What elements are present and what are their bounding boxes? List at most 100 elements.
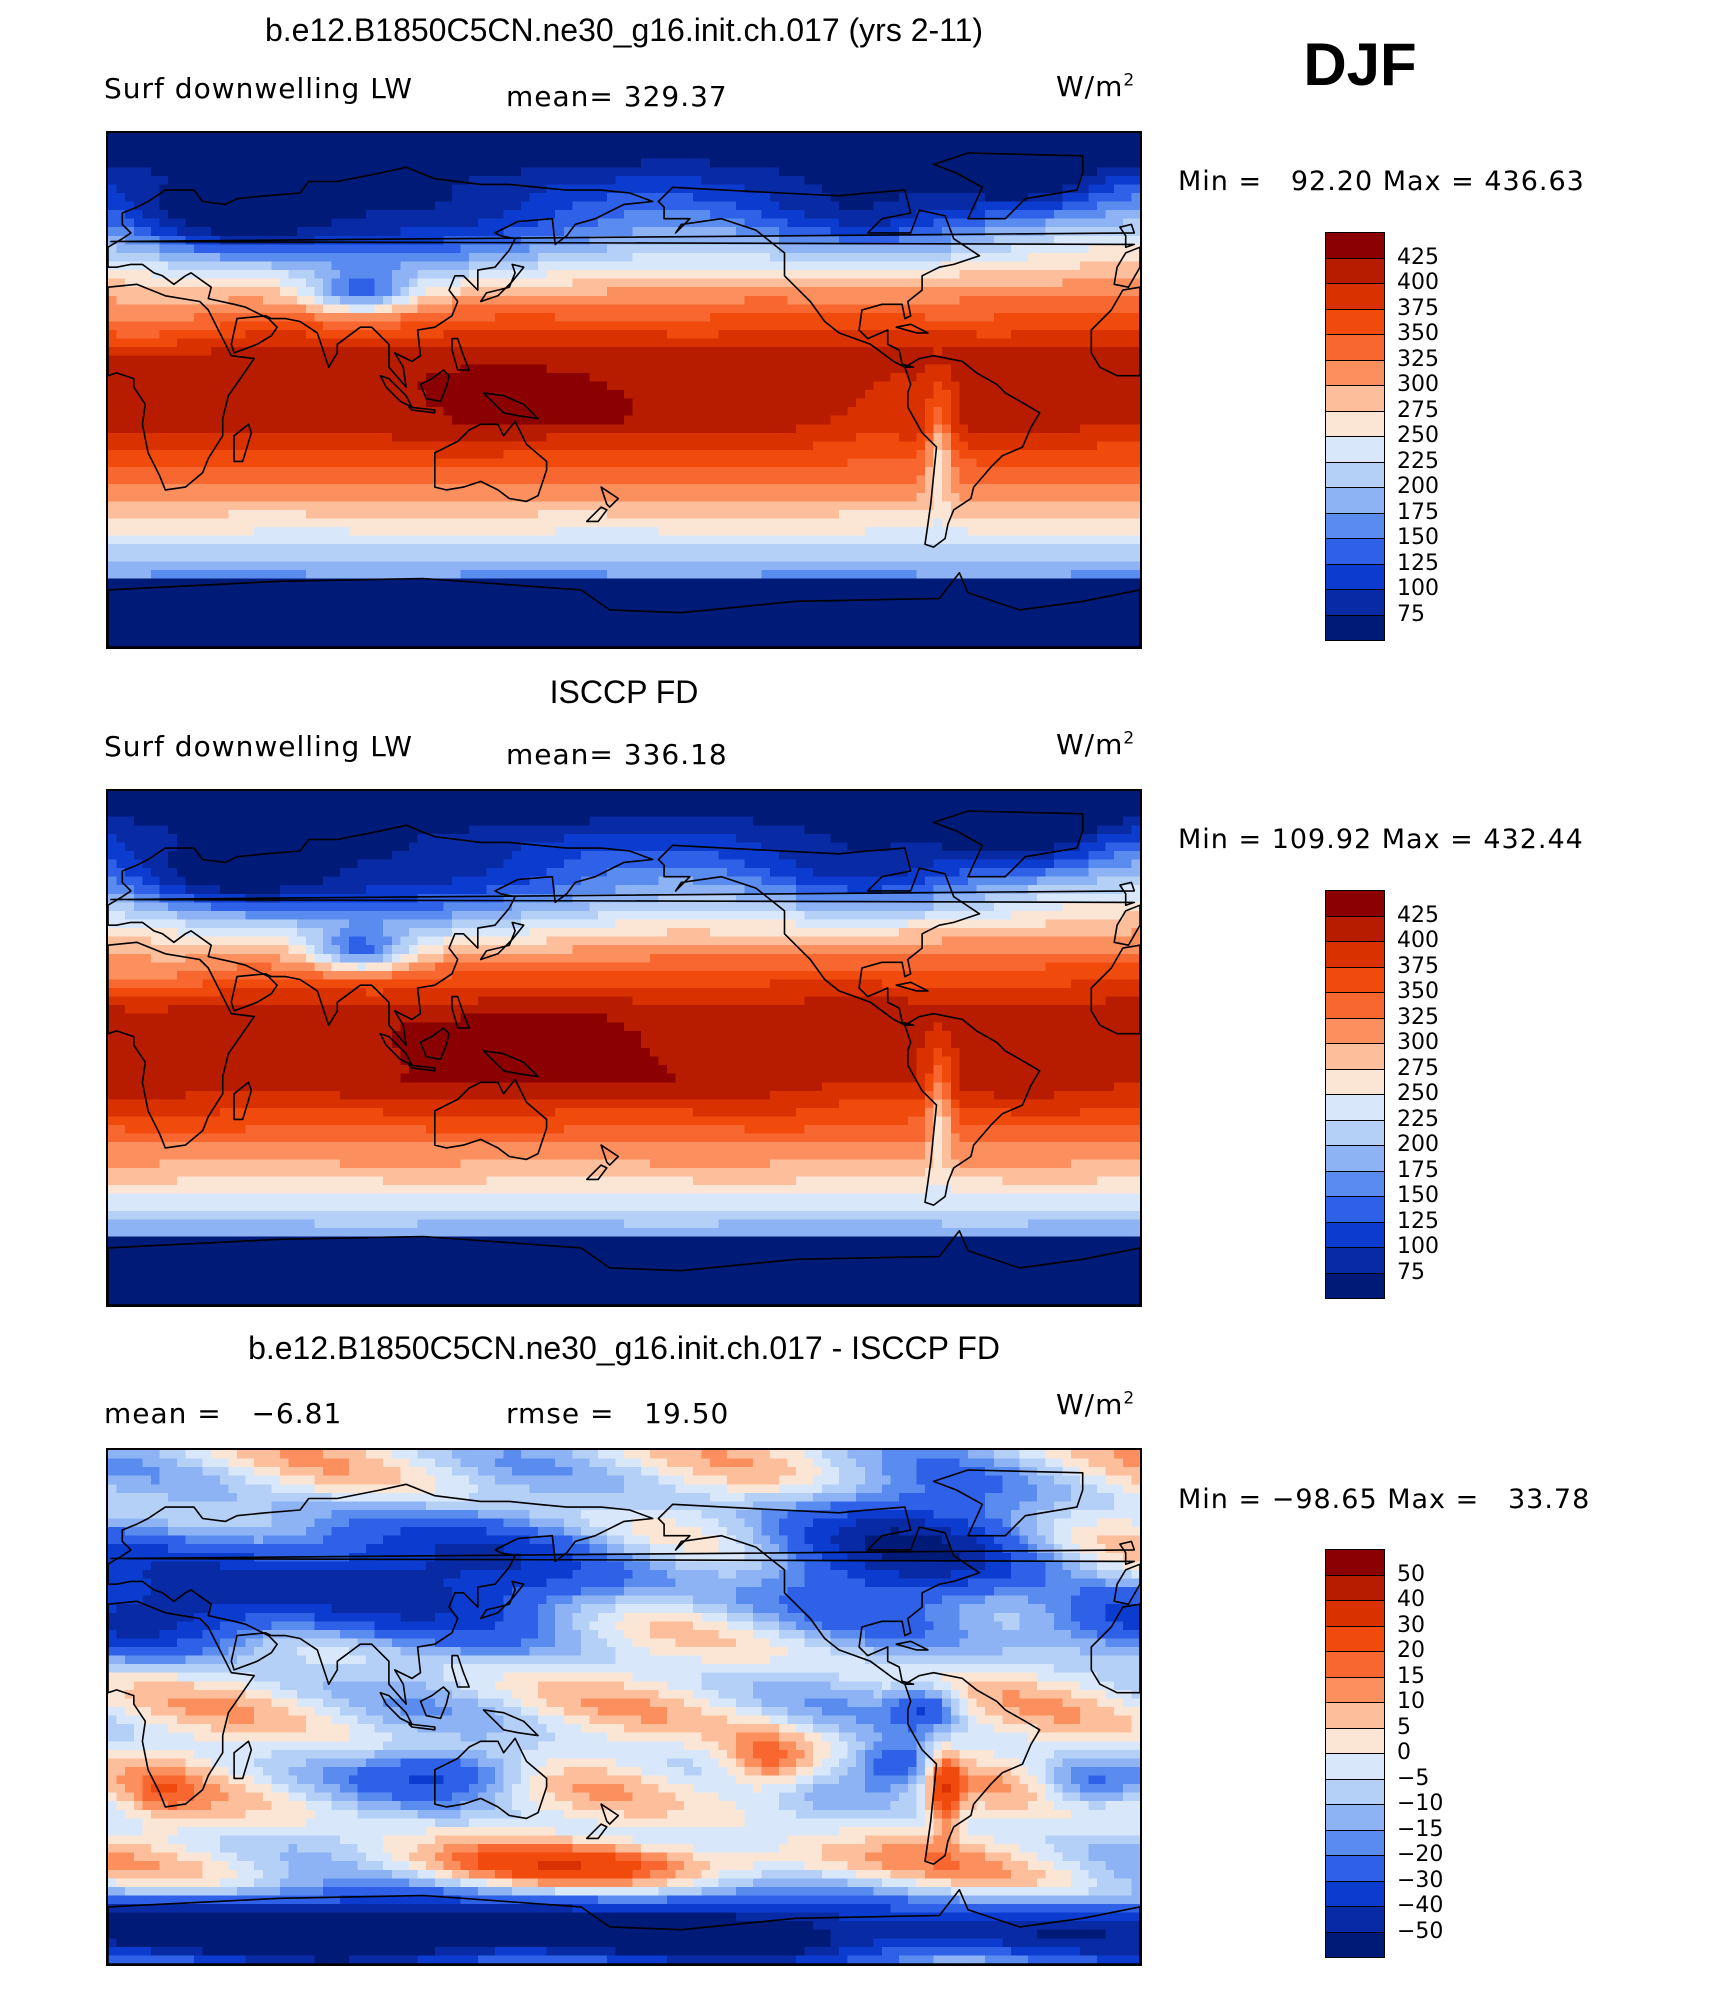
colorbar-tick-label: 175 [1397,501,1439,524]
colorbar-swatch [1325,1549,1385,1576]
colorbar-swatch [1325,1272,1385,1299]
colorbar-swatch [1325,966,1385,993]
colorbar-tick-label: 350 [1397,323,1439,345]
colorbar-swatch [1325,461,1385,488]
colorbar-swatch [1325,334,1385,361]
colorbar-swatch [1325,1170,1385,1197]
colorbar-swatch [1325,1043,1385,1070]
panel-1-unit-label: W/m2 [1056,70,1135,103]
colorbar-tick-label: −40 [1397,1895,1443,1917]
colorbar-swatch [1325,1196,1385,1223]
colorbar-swatch [1325,512,1385,539]
colorbar-tick-label: 275 [1397,399,1439,422]
colorbar-tick-label: 275 [1397,1057,1439,1080]
colorbar-tick-label: 300 [1397,1032,1439,1054]
colorbar-swatch [1325,1906,1385,1933]
colorbar-tick-label: 425 [1397,904,1439,927]
colorbar-tick-label: 225 [1397,1108,1439,1131]
colorbar-swatch [1325,1145,1385,1172]
colorbar-swatch [1325,487,1385,514]
colorbar-tick-label: 375 [1397,297,1439,320]
colorbar-tick-label: 100 [1397,578,1439,600]
colorbar-swatch [1325,1017,1385,1044]
colorbar-tick-label: 40 [1397,1589,1425,1611]
colorbar-swatch [1325,1702,1385,1729]
panel-2-title: ISCCP FD [106,674,1142,711]
colorbar-tick-label: −5 [1397,1767,1429,1790]
colorbar-swatch [1325,1068,1385,1095]
colorbar-swatch [1325,589,1385,616]
colorbar-swatch [1325,1625,1385,1652]
colorbar-tick-label: 75 [1397,603,1425,626]
colorbar-tick-label: 75 [1397,1261,1425,1284]
colorbar-tick-label: 200 [1397,1134,1439,1156]
panel-2-left-label: Surf downwelling LW [104,730,413,763]
colorbar-swatch [1325,941,1385,968]
colorbar-swatch [1325,1247,1385,1274]
colorbar-tick-label: 400 [1397,930,1439,952]
colorbar-swatch [1325,1778,1385,1805]
colorbar-swatch [1325,563,1385,590]
colorbar-tick-label: 125 [1397,552,1439,575]
colorbar-tick-label: 30 [1397,1614,1425,1637]
colorbar-swatch [1325,1880,1385,1907]
panel-2-observation-map [106,789,1142,1307]
colorbar-swatch [1325,1753,1385,1780]
colorbar-swatch [1325,436,1385,463]
panel-3-min-max: Min = −98.65 Max = 33.78 [1178,1484,1590,1515]
colorbar-swatch [1325,614,1385,641]
colorbar-tick-label: 225 [1397,450,1439,473]
colorbar-tick-label: 50 [1397,1563,1425,1586]
panel-2-min-max: Min = 109.92 Max = 432.44 [1178,824,1584,855]
panel-1-left-label: Surf downwelling LW [104,72,413,105]
colorbar-swatch [1325,890,1385,917]
colorbar-tick-label: −20 [1397,1844,1443,1866]
panel-3-colorbar: 50 40 30 20 15 10 5 0 −5 −10 −15 −20 −30 −40 −50 [1325,1549,1443,1958]
panel-1-title: b.e12.B1850C5CN.ne30_g16.init.ch.017 (yr… [106,12,1142,49]
panel-3-mean-label: mean = −6.81 [104,1397,342,1430]
colorbar-swatch [1325,257,1385,284]
colorbar-tick-label: 350 [1397,981,1439,1003]
panel-3-unit-label: W/m2 [1056,1388,1135,1421]
colorbar-tick-label: 325 [1397,1006,1439,1029]
colorbar-swatch [1325,232,1385,259]
colorbar-swatch [1325,915,1385,942]
colorbar-swatch [1325,1804,1385,1831]
colorbar-tick-label: 400 [1397,272,1439,294]
colorbar-tick-label: 5 [1397,1716,1411,1739]
colorbar-tick-label: 175 [1397,1159,1439,1182]
colorbar-tick-label: −10 [1397,1793,1443,1815]
colorbar-swatch [1325,1651,1385,1678]
colorbar-tick-label: 300 [1397,374,1439,396]
colorbar-tick-label: 150 [1397,527,1439,549]
colorbar-tick-label: 125 [1397,1210,1439,1233]
colorbar-tick-label: 20 [1397,1640,1425,1662]
colorbar-tick-label: 425 [1397,246,1439,269]
colorbar-swatch [1325,1600,1385,1627]
panel-3-rmse-label: rmse = 19.50 [506,1397,729,1430]
colorbar-swatch [1325,308,1385,335]
colorbar-tick-label: 200 [1397,476,1439,498]
panel-2-colorbar: 425 400 375 350 325 300 275 250 225 200 175 150 125 1… [1325,890,1439,1299]
colorbar-swatch [1325,1727,1385,1754]
panel-1-mean-label: mean= 329.37 [506,80,728,113]
panel-3-title: b.e12.B1850C5CN.ne30_g16.init.ch.017 - I… [106,1330,1142,1367]
panel-1-model-map [106,131,1142,649]
colorbar-swatch [1325,283,1385,310]
colorbar-tick-label: 15 [1397,1665,1425,1688]
colorbar-tick-label: 0 [1397,1742,1411,1764]
colorbar-swatch [1325,1574,1385,1601]
colorbar-tick-label: 100 [1397,1236,1439,1258]
panel-2-mean-label: mean= 336.18 [506,738,728,771]
colorbar-tick-label: 250 [1397,1083,1439,1105]
colorbar-tick-label: 375 [1397,955,1439,978]
colorbar-swatch [1325,538,1385,565]
colorbar-tick-label: 325 [1397,348,1439,371]
colorbar-swatch [1325,1676,1385,1703]
panel-2-unit-label: W/m2 [1056,728,1135,761]
colorbar-swatch [1325,1855,1385,1882]
colorbar-tick-label: −50 [1397,1920,1443,1943]
colorbar-swatch [1325,1119,1385,1146]
colorbar-tick-label: −15 [1397,1818,1443,1841]
colorbar-swatch [1325,359,1385,386]
